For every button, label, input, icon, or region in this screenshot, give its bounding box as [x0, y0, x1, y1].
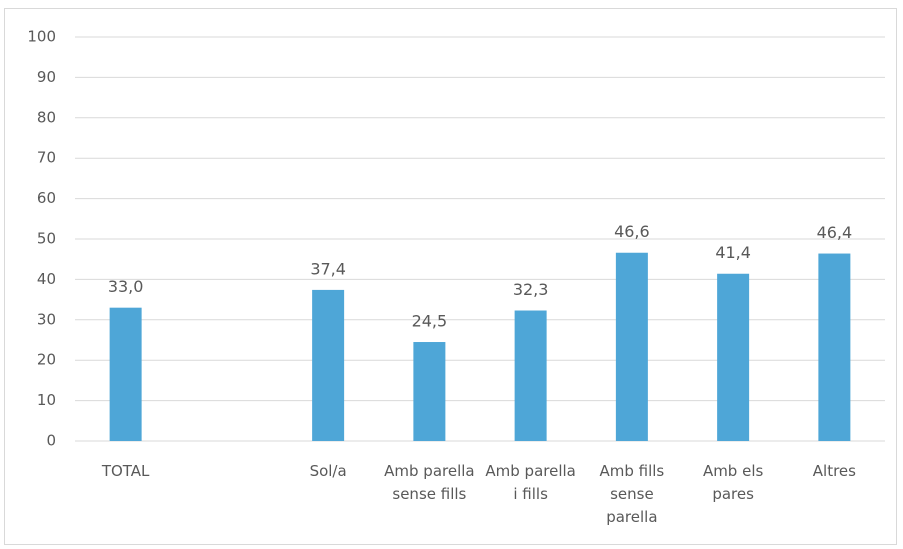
y-tick-label: 60 — [37, 189, 56, 207]
x-tick-label: Amb parella sense fills — [384, 462, 475, 503]
bar — [717, 273, 750, 441]
data-label: 46,4 — [817, 223, 853, 242]
x-tick-label: Amb fills sense parella — [599, 462, 665, 526]
y-tick-label: 50 — [37, 230, 56, 248]
y-tick-label: 90 — [37, 68, 56, 86]
x-tick-label: Altres — [812, 462, 856, 480]
y-tick-label: 30 — [37, 310, 56, 328]
y-tick-label: 10 — [37, 391, 56, 409]
data-label: 37,4 — [310, 259, 346, 278]
x-tick-label: Sol/a — [309, 462, 347, 480]
x-tick-label: Amb els pares — [702, 462, 764, 503]
bar — [109, 307, 142, 441]
bar — [615, 252, 648, 441]
chart-frame — [4, 8, 897, 545]
data-label: 32,3 — [513, 280, 549, 299]
data-label: 46,6 — [614, 222, 650, 241]
y-tick-label: 0 — [46, 432, 56, 450]
bar — [413, 342, 446, 441]
y-tick-label: 20 — [37, 351, 56, 369]
bar — [312, 289, 345, 441]
x-tick-label: Amb parella i fills — [485, 462, 576, 503]
data-label: 24,5 — [412, 312, 448, 331]
bar — [514, 310, 547, 441]
data-label: 41,4 — [715, 243, 751, 262]
data-label: 33,0 — [108, 277, 144, 296]
y-tick-label: 100 — [27, 28, 56, 46]
x-tick-label: TOTAL — [101, 462, 150, 480]
bar — [818, 253, 851, 441]
y-tick-label: 40 — [37, 270, 56, 288]
y-tick-label: 70 — [37, 149, 56, 167]
y-tick-label: 80 — [37, 108, 56, 126]
